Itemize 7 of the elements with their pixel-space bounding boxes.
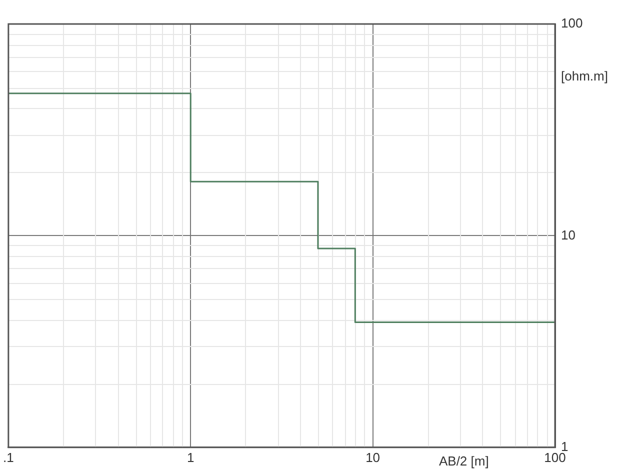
x-tick-label: 10 <box>366 450 380 465</box>
y-tick-label: 10 <box>561 227 576 242</box>
y-axis-title: [ohm.m] <box>561 68 608 84</box>
y-tick-label: 100 <box>561 16 583 31</box>
x-tick-label: .1 <box>3 450 14 465</box>
x-axis-title: AB/2 [m] <box>438 453 489 468</box>
x-tick-label: 1 <box>186 450 194 465</box>
